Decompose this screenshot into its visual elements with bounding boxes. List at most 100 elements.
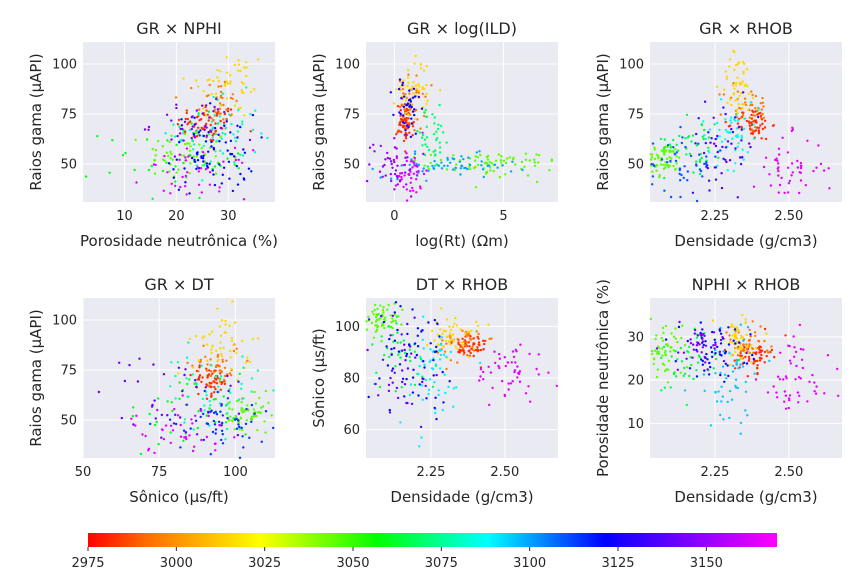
data-point xyxy=(391,166,394,169)
data-point xyxy=(229,131,232,134)
data-point xyxy=(723,380,726,383)
data-point xyxy=(734,99,737,102)
data-point xyxy=(188,192,191,195)
data-point xyxy=(661,362,664,365)
data-point xyxy=(792,335,795,338)
data-point xyxy=(160,428,164,431)
data-point xyxy=(664,354,668,357)
data-point xyxy=(503,356,506,359)
data-point xyxy=(435,138,438,142)
data-point xyxy=(694,142,697,145)
data-point xyxy=(745,343,748,346)
data-point xyxy=(380,335,383,338)
data-point xyxy=(242,82,245,86)
data-point xyxy=(178,141,181,144)
data-point xyxy=(249,417,252,421)
data-point xyxy=(402,163,405,167)
data-point xyxy=(209,453,212,456)
data-point xyxy=(742,343,745,346)
data-point xyxy=(231,420,234,423)
data-point xyxy=(222,166,226,169)
data-point xyxy=(192,428,195,431)
data-point xyxy=(379,304,382,307)
data-point xyxy=(455,324,459,327)
data-point xyxy=(190,136,193,140)
data-point xyxy=(391,314,395,317)
data-point xyxy=(662,146,666,150)
data-point xyxy=(492,169,495,173)
data-point xyxy=(448,325,451,328)
data-point xyxy=(202,160,205,163)
data-point xyxy=(202,438,205,442)
x-tick-label: 2.25 xyxy=(417,465,446,480)
data-point xyxy=(535,367,538,371)
data-point xyxy=(706,368,709,371)
data-point xyxy=(220,382,223,386)
data-point xyxy=(406,124,409,127)
data-point xyxy=(173,407,176,411)
data-point xyxy=(401,369,404,372)
data-point xyxy=(763,327,767,331)
data-point xyxy=(474,186,478,189)
data-point xyxy=(417,373,420,376)
colorbar-tick-label: 3025 xyxy=(248,556,281,571)
data-point xyxy=(241,339,244,343)
data-point xyxy=(181,389,184,393)
data-point xyxy=(444,339,448,343)
data-point xyxy=(138,357,141,360)
data-point xyxy=(756,364,759,367)
data-point xyxy=(219,126,223,130)
data-point xyxy=(214,111,217,114)
data-point xyxy=(717,390,720,393)
data-point xyxy=(402,116,405,119)
data-point xyxy=(425,397,428,400)
data-point xyxy=(479,153,482,157)
data-point xyxy=(698,158,702,162)
data-point xyxy=(365,320,368,323)
data-point xyxy=(462,157,465,161)
data-point xyxy=(761,127,765,131)
data-point xyxy=(662,345,666,349)
data-point xyxy=(152,363,155,366)
data-point xyxy=(804,184,807,187)
data-point xyxy=(384,158,387,161)
data-point xyxy=(482,175,485,179)
data-point xyxy=(199,360,202,363)
data-point xyxy=(402,119,406,122)
data-point xyxy=(472,354,475,358)
data-point xyxy=(663,166,667,169)
data-point xyxy=(240,400,243,404)
data-point xyxy=(716,121,719,125)
data-point xyxy=(221,152,225,155)
data-point xyxy=(508,156,511,159)
data-point xyxy=(185,147,189,150)
data-point xyxy=(726,364,729,367)
data-point xyxy=(218,380,222,383)
data-point xyxy=(411,186,414,190)
data-point xyxy=(231,408,234,411)
data-point xyxy=(735,114,738,117)
data-point xyxy=(391,367,395,370)
data-point xyxy=(422,152,425,156)
data-point xyxy=(131,414,135,418)
data-point xyxy=(414,164,417,167)
data-point xyxy=(689,342,693,345)
data-point xyxy=(651,183,654,186)
data-point xyxy=(731,84,735,87)
data-point xyxy=(242,91,245,95)
data-point xyxy=(668,143,672,146)
data-point xyxy=(186,171,189,174)
data-point xyxy=(393,311,396,314)
x-tick-label: 75 xyxy=(151,465,168,480)
data-point xyxy=(208,162,211,166)
data-point xyxy=(224,319,227,323)
data-point xyxy=(740,128,743,131)
data-point xyxy=(409,195,413,198)
data-point xyxy=(817,144,820,147)
data-point xyxy=(757,126,761,129)
data-point xyxy=(512,355,516,359)
data-point xyxy=(406,322,409,326)
data-point xyxy=(179,185,182,189)
scatter-points xyxy=(97,300,275,459)
data-point xyxy=(230,374,233,377)
